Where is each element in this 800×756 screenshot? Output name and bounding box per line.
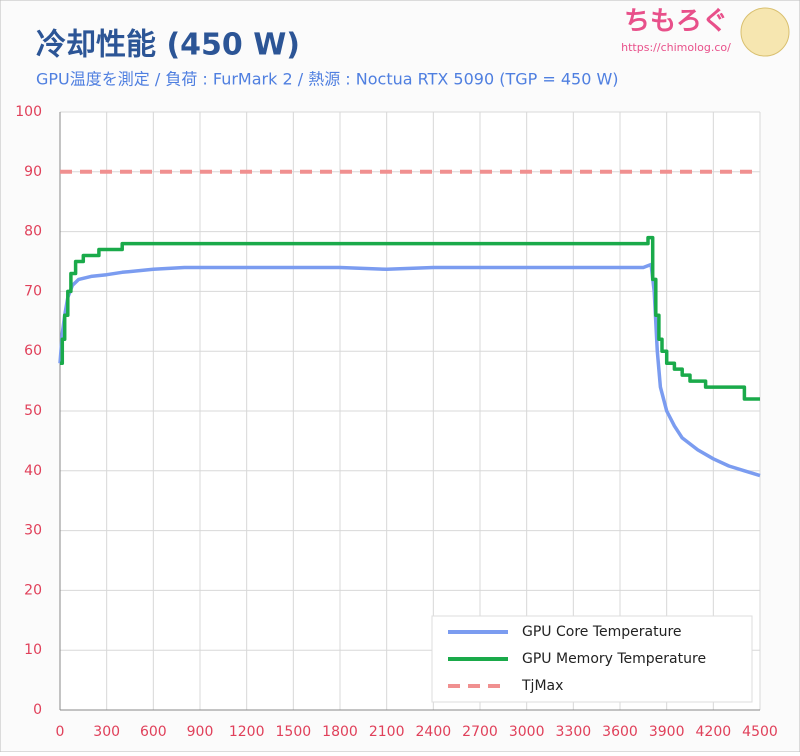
x-tick-label: 2400: [416, 724, 452, 740]
series-line: [60, 235, 760, 401]
x-tick-label: 1800: [322, 724, 358, 740]
x-tick-label: 600: [140, 724, 167, 740]
chart-title: 冷却性能 (450 W): [36, 28, 300, 63]
watermark-url: https://chimolog.co/: [621, 41, 731, 54]
x-tick-label: 1500: [276, 724, 312, 740]
y-tick-label: 70: [24, 283, 42, 299]
x-tick-label: 300: [93, 724, 120, 740]
series-line: [58, 262, 761, 478]
x-tick-label: 2100: [369, 724, 405, 740]
y-tick-label: 30: [24, 523, 42, 539]
y-tick-label: 0: [33, 702, 42, 718]
y-tick-label: 40: [24, 463, 42, 479]
x-tick-label: 0: [56, 724, 65, 740]
x-tick-label: 900: [187, 724, 214, 740]
x-tick-label: 1200: [229, 724, 265, 740]
watermark-text: ちもろぐ: [624, 7, 728, 37]
mascot-icon: [740, 7, 790, 57]
legend-label: TjMax: [521, 678, 563, 694]
legend-label: GPU Core Temperature: [522, 624, 682, 640]
x-tick-label: 3300: [556, 724, 592, 740]
legend-label: GPU Memory Temperature: [522, 651, 706, 667]
x-tick-label: 3900: [649, 724, 685, 740]
x-tick-label: 4500: [742, 724, 778, 740]
y-tick-label: 50: [24, 403, 42, 419]
y-tick-label: 90: [24, 164, 42, 180]
y-tick-label: 20: [24, 582, 42, 598]
y-tick-label: 80: [24, 224, 42, 240]
y-tick-label: 100: [15, 104, 42, 120]
y-tick-label: 60: [24, 343, 42, 359]
x-tick-label: 3000: [509, 724, 545, 740]
x-tick-label: 2700: [462, 724, 498, 740]
y-tick-label: 10: [24, 642, 42, 658]
x-tick-label: 4200: [696, 724, 732, 740]
chart-subtitle: GPU温度を測定 / 負荷 : FurMark 2 / 熱源 : Noctua …: [36, 70, 619, 89]
x-tick-label: 3600: [602, 724, 638, 740]
